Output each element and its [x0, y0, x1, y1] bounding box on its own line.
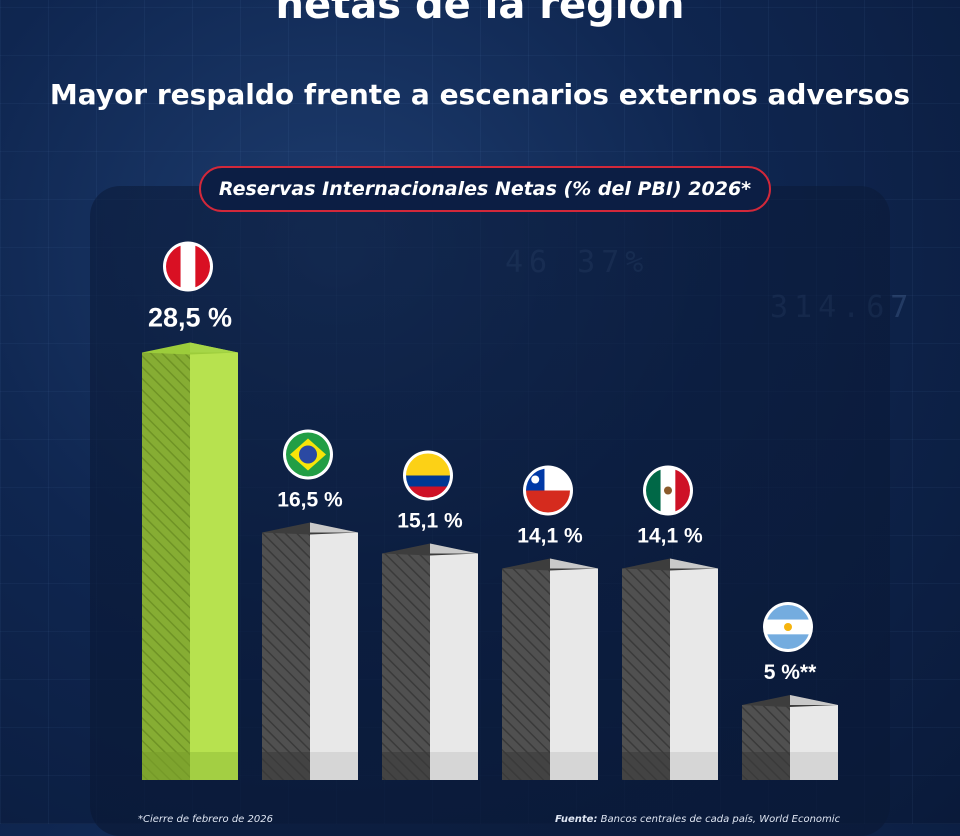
- mexico-flag-icon: [646, 468, 690, 513]
- source-text: Bancos centrales de cada país, World Eco…: [600, 814, 841, 825]
- bar-base-right: [550, 752, 598, 780]
- bar-right-face: [190, 352, 238, 780]
- footnote-source: Fuente: Bancos centrales de cada país, W…: [555, 814, 840, 825]
- bar-base-right: [670, 752, 718, 780]
- bar-colombia: [382, 543, 478, 780]
- headline: netas de la región: [275, 0, 685, 28]
- bar-base-left: [262, 752, 310, 780]
- bar-base-left: [142, 752, 190, 780]
- bar-left-face: [382, 553, 430, 780]
- argentina-flag-icon: [766, 605, 810, 649]
- bar-base-right: [190, 752, 238, 780]
- chart-title: Reservas Internacionales Netas (% del PB…: [199, 166, 771, 212]
- value-label-mexico: 14,1 %: [637, 525, 703, 548]
- bar-left-face: [622, 568, 670, 780]
- chile-flag-icon: [526, 468, 570, 513]
- bar-peru: [142, 342, 238, 780]
- bar-base-left: [382, 752, 430, 780]
- bar-argentina: [742, 695, 838, 780]
- bar-top-highlight: [190, 342, 238, 353]
- bar-left-face: [142, 352, 190, 780]
- bar-left-face: [262, 532, 310, 780]
- colombia-flag-icon: [406, 453, 450, 498]
- peru-flag-icon: [166, 244, 210, 289]
- bar-base-right: [430, 752, 478, 780]
- bar-top-highlight: [310, 522, 358, 533]
- bar-right-face: [430, 553, 478, 780]
- source-label: Fuente:: [555, 814, 598, 825]
- bar-top-highlight: [790, 695, 838, 705]
- bar-base-left: [502, 752, 550, 780]
- value-label-peru: 28,5 %: [148, 303, 232, 333]
- bar-chile: [502, 558, 598, 780]
- value-label-brasil: 16,5 %: [277, 489, 343, 512]
- bar-top-highlight: [430, 543, 478, 554]
- bar-right-face: [310, 532, 358, 780]
- bar-right-face: [670, 568, 718, 780]
- value-label-chile: 14,1 %: [517, 525, 583, 548]
- bar-base-right: [310, 752, 358, 780]
- bar-base-left: [622, 752, 670, 780]
- bar-top-highlight: [550, 558, 598, 569]
- brazil-flag-icon: [286, 432, 330, 477]
- bar-base-right: [790, 752, 838, 780]
- bar-top-highlight: [670, 558, 718, 569]
- bar-left-face: [502, 568, 550, 780]
- bar-mexico: [622, 558, 718, 780]
- value-label-argentina: 5 %**: [764, 661, 817, 684]
- footnote-left: *Cierre de febrero de 2026: [138, 814, 273, 825]
- bar-brasil: [262, 522, 358, 780]
- subtitle: Mayor respaldo frente a escenarios exter…: [49, 78, 911, 111]
- bar-right-face: [550, 568, 598, 780]
- value-label-colombia: 15,1 %: [397, 510, 463, 533]
- bar-base-left: [742, 752, 790, 780]
